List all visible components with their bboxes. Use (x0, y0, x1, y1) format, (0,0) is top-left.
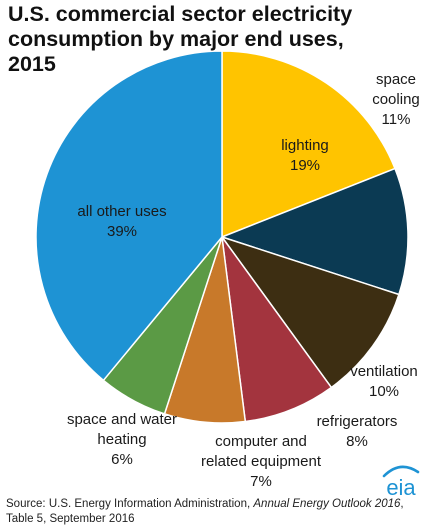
slice-label: ventilation 10% (350, 363, 418, 400)
slice-name-label: computer and (215, 433, 307, 450)
slice-name-label: related equipment (201, 453, 322, 470)
slice-value-label: 11% (382, 111, 411, 128)
slice-value-label: 8% (346, 433, 368, 450)
slice-value-label: 19% (290, 157, 320, 174)
slice-name-label: ventilation (350, 363, 418, 380)
pie-slices (35, 50, 409, 424)
eia-logo-text: eia (386, 475, 416, 500)
source-suffix: , (400, 498, 404, 510)
slice-value-label: 10% (369, 383, 399, 400)
slice-label: computer and related equipment 7% (201, 433, 322, 490)
slice-label: refrigerators 8% (317, 413, 398, 450)
slice-name-label: heating (97, 431, 146, 448)
slice-value-label: 7% (250, 473, 272, 490)
eia-logo: eia (382, 465, 420, 500)
chart-title-line: U.S. commercial sector electricity (8, 2, 353, 26)
slice-value-label: 39% (107, 223, 137, 240)
slice-name-label: lighting (281, 137, 329, 154)
pie-slice (221, 167, 409, 296)
slice-name-label: space (376, 71, 416, 88)
source-prefix: Source: U.S. Energy Information Administ… (6, 498, 254, 510)
eia-logo-arc (382, 465, 420, 478)
slice-name-label: all other uses (77, 203, 166, 220)
pie-slice (221, 50, 396, 238)
slice-name-label: space and water (67, 411, 177, 428)
slice-name-label: cooling (372, 91, 420, 108)
pie-slice (35, 50, 223, 382)
slice-label: space and water heating 6% (67, 411, 177, 468)
slice-label: space cooling 11% (372, 71, 420, 128)
chart-title: U.S. commercial sector electricity consum… (8, 2, 422, 77)
slice-label: lighting 19% (281, 137, 329, 174)
pie-slice (221, 236, 400, 389)
source-line2: Table 5, September 2016 (6, 513, 135, 525)
pie-slice (221, 236, 333, 423)
source-note: Source: U.S. Energy Information Administ… (6, 497, 426, 527)
chart-title-line: consumption by major end uses, (8, 27, 344, 51)
slice-value-label: 6% (111, 451, 133, 468)
slice-name-label: refrigerators (317, 413, 398, 430)
chart-title-line: 2015 (8, 52, 56, 76)
source-publication: Annual Energy Outlook 2016 (253, 498, 401, 510)
slice-labels: lighting 19% space cooling 11% ventilation 10%… (67, 71, 420, 490)
slice-label: all other uses 39% (77, 203, 166, 240)
